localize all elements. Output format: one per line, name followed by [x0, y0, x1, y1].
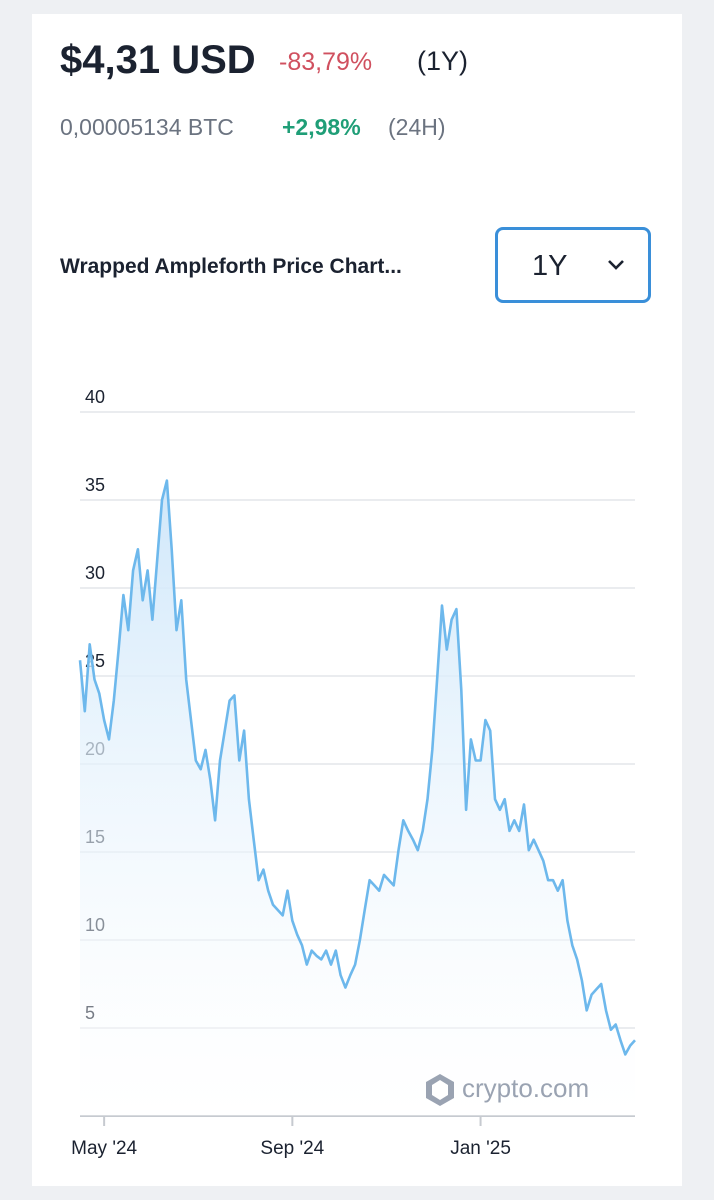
- y-tick-label: 40: [85, 387, 105, 407]
- change-period: (1Y): [417, 46, 469, 76]
- y-tick-label: 35: [85, 475, 105, 495]
- dropdown-value: 1Y: [532, 250, 568, 282]
- chevron: [608, 260, 624, 270]
- btc-price: 0,00005134 BTC: [60, 114, 234, 140]
- x-tick-label: Sep '24: [260, 1138, 324, 1159]
- chart-title: Wrapped Ampleforth Price Chart...: [60, 255, 402, 278]
- y-tick-label: 30: [85, 563, 105, 583]
- x-tick-label: May '24: [71, 1138, 137, 1159]
- period-dropdown[interactable]: 1Y: [495, 227, 651, 303]
- x-tick-label: Jan '25: [450, 1138, 511, 1159]
- area: [80, 480, 635, 1117]
- btc-period: (24H): [388, 114, 446, 140]
- watermark-text: crypto.com: [462, 1073, 589, 1103]
- price-change: -83,79%: [279, 48, 373, 76]
- btc-change: +2,98%: [282, 114, 361, 140]
- watermark: crypto.com: [426, 1073, 589, 1106]
- price: $4,31 USD: [60, 38, 256, 82]
- card: $4,31 USD -83,79% (1Y) 0,00005134 BTC +2…: [32, 14, 682, 1186]
- price-line: [78, 479, 636, 1056]
